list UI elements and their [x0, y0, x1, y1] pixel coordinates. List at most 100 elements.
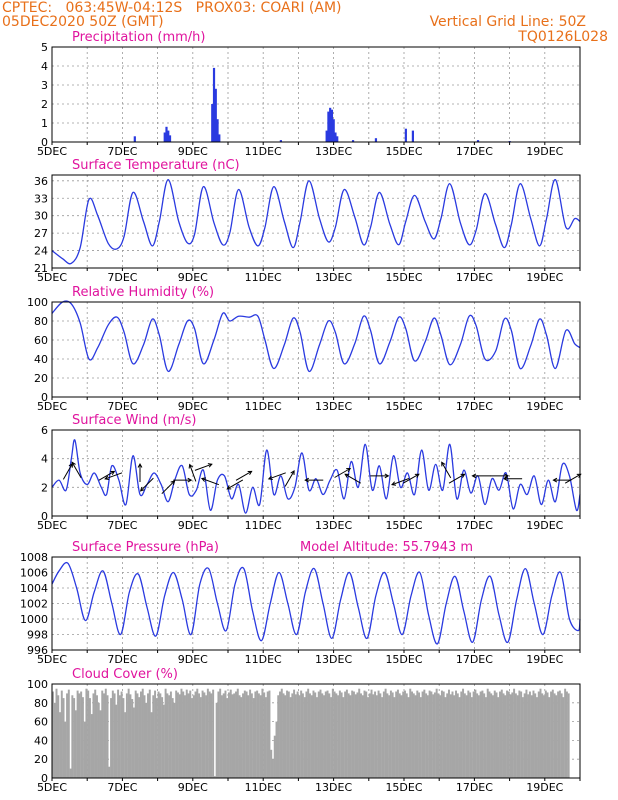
cloud-bar [331, 688, 334, 778]
wind-arrow [235, 470, 252, 481]
y-tick-label: 2 [41, 98, 48, 111]
x-tick-label: 15DEC [385, 400, 422, 413]
y-tick-label: 80 [34, 315, 48, 328]
cloud-bar [236, 688, 239, 778]
cloud-bar [314, 692, 317, 778]
cloud-bar [66, 693, 69, 778]
cloud-bar [548, 697, 551, 778]
cloud-bar [247, 695, 250, 778]
cloud-bar [275, 721, 278, 778]
cloud-bar [249, 689, 252, 778]
cloud-bar [458, 697, 461, 778]
cloud-bar [562, 697, 565, 778]
cloud-bar [430, 691, 433, 778]
cloud-bar [164, 688, 167, 778]
cloud-bar [161, 697, 164, 778]
cloud-bar [316, 697, 318, 778]
cloud-bar [375, 695, 378, 778]
cloud-bar [110, 698, 113, 778]
cloud-bar [500, 689, 503, 778]
cloud-bar [342, 697, 345, 778]
cloud-bar [103, 693, 105, 778]
y-tick-label: 24 [34, 245, 48, 258]
header-grid-note: Vertical Grid Line: 50Z [429, 14, 586, 30]
wind-arrow-head [200, 477, 206, 482]
cloud-bar [351, 690, 354, 778]
cloud-bar [391, 692, 394, 778]
cloud-bar [488, 691, 491, 778]
cloud-bar [90, 714, 93, 778]
y-tick-label: 1006 [20, 567, 48, 580]
cloud-bar [287, 691, 290, 778]
x-tick-label: 13DEC [315, 519, 352, 532]
cloud-bar [360, 693, 362, 778]
precip-bar [374, 138, 378, 142]
cloud-bar [235, 691, 237, 778]
cloud-bar [92, 693, 95, 778]
cloud-bar [122, 698, 125, 778]
cloud-bar [557, 691, 560, 778]
cloud-bar [432, 694, 435, 778]
cloud-bar [141, 688, 144, 778]
cloud-bar [213, 776, 216, 778]
y-tick-label: 0 [41, 772, 48, 785]
cloud-bar [189, 690, 192, 778]
precip-bar [476, 140, 480, 142]
cloud-bar [470, 697, 473, 778]
cloud-bar [398, 693, 401, 778]
y-tick-label: 3 [41, 79, 48, 92]
cloud-bar [228, 692, 230, 778]
x-tick-label: 9DEC [178, 271, 208, 284]
x-tick-label: 15DEC [385, 145, 422, 158]
cloud-bar [254, 691, 257, 778]
wind-arrow [402, 473, 420, 484]
cloud-bar [74, 710, 77, 778]
cloud-bar [474, 689, 477, 778]
cloud-bar [439, 695, 442, 778]
cloud-bar [212, 689, 215, 778]
x-tick-label: 11DEC [245, 400, 282, 413]
cloud-bar [416, 690, 419, 778]
y-tick-label: 996 [27, 644, 48, 657]
cloud-bar [150, 712, 153, 778]
cloud-bar [541, 693, 544, 778]
cloud-bar [462, 688, 465, 778]
cloud-bar [400, 695, 403, 778]
cloud-bar [85, 688, 88, 778]
cloud-bar [205, 695, 208, 778]
cloud-bar [386, 693, 389, 778]
panel-frame [51, 429, 581, 517]
precip-bar [411, 130, 414, 142]
precip-bar [216, 119, 219, 142]
cloud-bar [504, 695, 507, 778]
cloud-bar [210, 693, 213, 778]
wind-arrow [98, 470, 115, 481]
precip-bar [279, 140, 282, 142]
cloud-bar [534, 693, 537, 778]
cloud-bar [238, 695, 241, 778]
wind-arrow-head [414, 473, 420, 478]
cloud-bar [463, 693, 466, 778]
y-tick-label: 1002 [20, 598, 48, 611]
cloud-bar [52, 691, 54, 778]
cloud-bar [516, 695, 519, 778]
cloud-bar [101, 690, 104, 778]
cloud-bar [289, 697, 292, 778]
cloud-bar [389, 690, 392, 778]
wind-arrow [140, 477, 154, 492]
panel-frame [51, 556, 581, 651]
cloud-bar [546, 692, 549, 778]
y-tick-label: 33 [34, 192, 48, 205]
header-model-id: TQ0126L028 [518, 29, 608, 45]
cloud-bar [261, 688, 264, 778]
y-tick-label: 40 [34, 353, 48, 366]
cloud-bar [99, 710, 102, 778]
y-tick-label: 20 [34, 372, 48, 385]
cloud-bar [127, 688, 130, 778]
cloud-bar [317, 691, 320, 778]
wind-arrow [334, 468, 351, 478]
precip-bar [351, 140, 355, 142]
panel-title: Surface Pressure (hPa) [72, 540, 219, 555]
cloud-bar [382, 691, 385, 778]
cloud-bar [511, 692, 514, 778]
